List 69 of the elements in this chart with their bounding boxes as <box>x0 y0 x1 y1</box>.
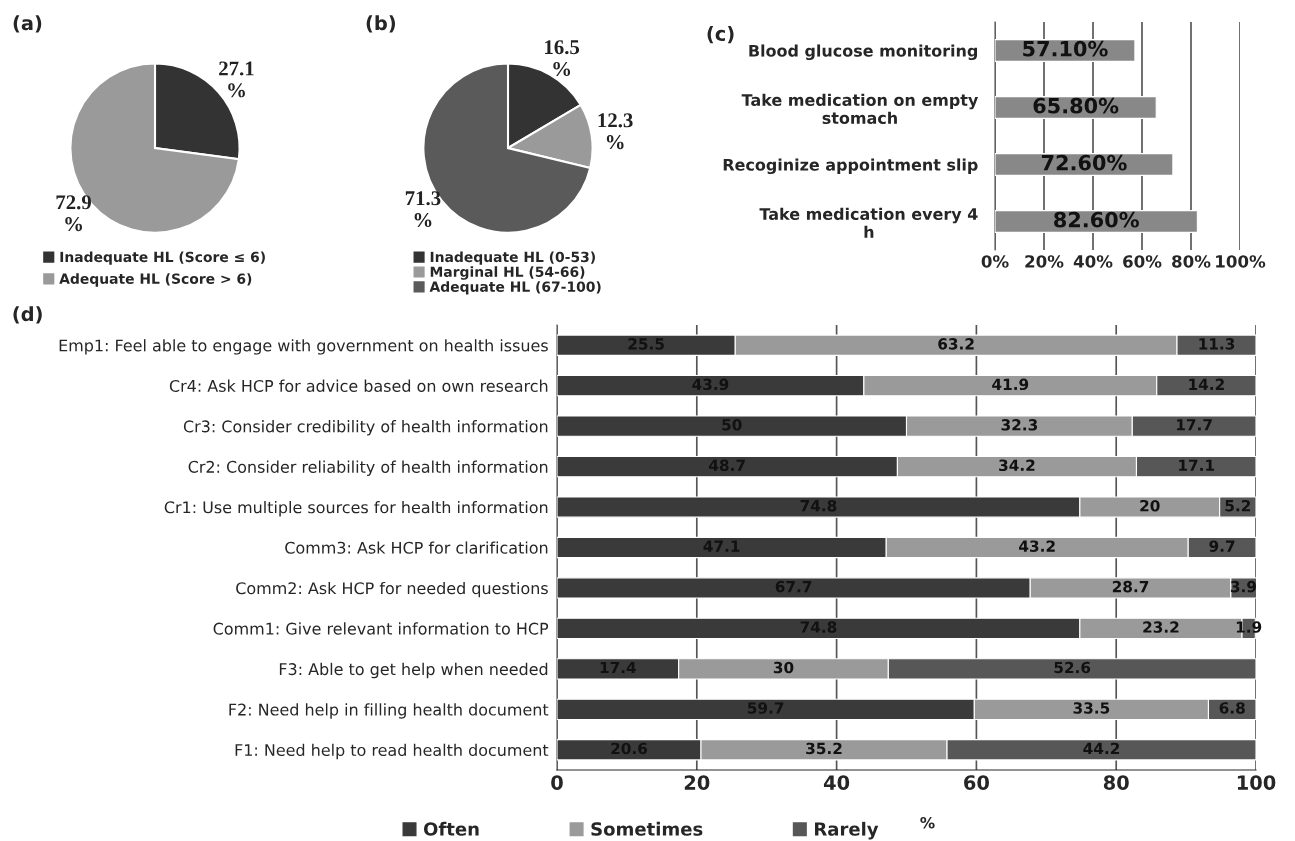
x-tick-label: 20% <box>1025 255 1064 268</box>
x-tick-label: 100 <box>1237 775 1276 790</box>
data-label: 72.60% <box>1041 154 1127 171</box>
data-label: 17.7 <box>1177 419 1212 431</box>
x-tick-label: 40 <box>823 775 850 790</box>
y-tick-label: Cr3: Consider credibility of health information <box>183 420 548 436</box>
x-tick-label: 20 <box>684 775 710 790</box>
data-label: 20 <box>1140 499 1160 512</box>
y-tick-label: Blood glucose monitoring <box>749 44 977 61</box>
y-tick-label: Cr4: Ask HCP for advice based on own research <box>169 379 548 392</box>
data-label: 32.3 <box>1001 419 1038 431</box>
data-label: 41.9 <box>992 378 1029 391</box>
data-label: 27.1 % <box>219 61 254 98</box>
y-tick-label: Comm2: Ask HCP for needed questions <box>236 581 548 598</box>
legend-label: Inadequate HL (0-53) <box>430 251 595 265</box>
legend-label: Often <box>423 821 479 836</box>
data-label: 72.9 % <box>56 195 92 232</box>
legend-label: Adequate HL (Score > 6) <box>59 273 252 287</box>
data-label: 5.2 <box>1225 499 1251 512</box>
x-tick-label: 40% <box>1073 255 1113 268</box>
text: (c) <box>707 26 734 44</box>
y-tick-label: F3: Able to get help when needed <box>279 662 548 679</box>
legend-label: Adequate HL (67-100) <box>429 281 601 295</box>
data-label: 34.2 <box>999 459 1035 472</box>
y-tick-label: Recoginize appointment slip <box>723 158 978 175</box>
chart-title: (a) <box>13 15 42 33</box>
y-tick-label: Take medication on empty stomach <box>741 93 979 125</box>
x-tick-label: 60% <box>1123 255 1162 268</box>
x-axis-title: % <box>920 816 935 829</box>
data-label: 12.3 % <box>598 113 633 150</box>
y-tick-label: Comm3: Ask HCP for clarification <box>285 541 548 554</box>
legend-label: Sometimes <box>591 821 703 836</box>
x-tick-label: 60 <box>964 775 989 790</box>
data-label: 16.5 % <box>545 40 580 77</box>
legend-label: Inadequate HL (Score ≤ 6) <box>60 251 265 265</box>
x-tick-label: 80% <box>1172 255 1211 268</box>
y-tick-label: F2: Need help in filling health document <box>229 703 549 719</box>
x-tick-label: 0 <box>551 775 563 790</box>
data-label: 43.2 <box>1019 540 1055 552</box>
y-tick-label: Cr2: Consider reliability of health information <box>188 460 548 476</box>
x-tick-label: 100% <box>1216 255 1266 268</box>
text: (d) <box>13 306 42 324</box>
data-label: 17.1 <box>1179 459 1215 471</box>
data-label: 65.80% <box>1033 97 1119 114</box>
data-label: 57.10% <box>1023 40 1108 57</box>
data-label: 63.2 <box>938 338 974 350</box>
data-label: 23.2 <box>1143 621 1179 633</box>
data-label: 14.2 <box>1189 378 1224 390</box>
legend-label: Rarely <box>815 821 879 840</box>
y-tick-label: Emp1: Feel able to engage with government on health issues <box>59 339 548 355</box>
x-tick-label: 80 <box>1103 775 1129 790</box>
y-tick-label: Take medication every 4 h <box>759 207 978 238</box>
y-tick-label: Cr1: Use multiple sources for health information <box>164 500 548 517</box>
data-label: 28.7 <box>1112 580 1149 593</box>
data-label: 35.2 <box>806 742 842 755</box>
data-label: 52.6 <box>1054 661 1091 674</box>
data-label: 30 <box>773 661 794 674</box>
y-tick-label: F1: Need help to read health document <box>235 743 549 760</box>
data-label: 33.5 <box>1073 702 1110 714</box>
x-tick-label: 0% <box>981 255 1009 268</box>
data-label: 6.8 <box>1219 702 1245 714</box>
data-label: 44.2 <box>1083 742 1120 754</box>
legend-label: Marginal HL (54-66) <box>430 266 585 280</box>
data-label: 71.3 % <box>405 191 441 228</box>
chart-title: (b) <box>366 15 396 33</box>
data-label: 82.60% <box>1054 211 1139 228</box>
data-label: 11.3 <box>1199 338 1235 350</box>
data-label: 9.7 <box>1209 540 1235 552</box>
y-tick-label: Comm1: Give relevant information to HCP <box>213 622 549 635</box>
